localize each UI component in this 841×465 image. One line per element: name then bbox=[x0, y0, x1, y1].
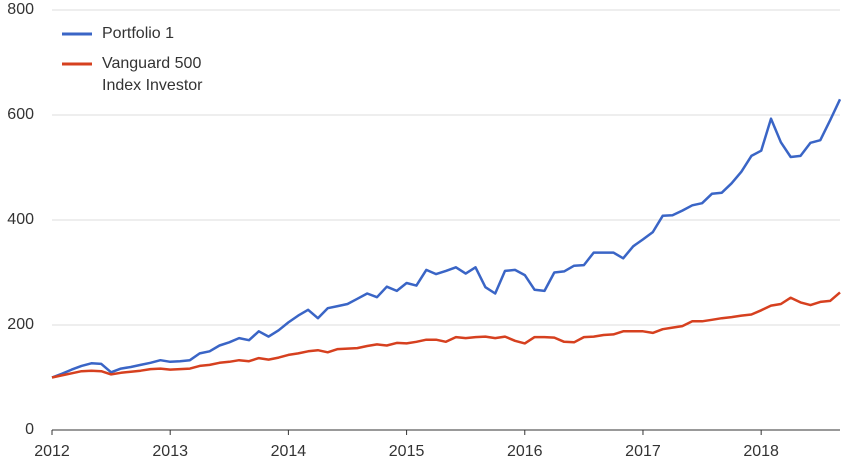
x-tick-label: 2012 bbox=[34, 443, 70, 460]
series-line bbox=[51, 291, 841, 379]
x-tick-label: 2016 bbox=[507, 443, 543, 460]
legend-label: Portfolio 1 bbox=[102, 25, 174, 42]
y-tick-label: 400 bbox=[7, 211, 34, 228]
x-tick-label: 2015 bbox=[389, 443, 425, 460]
y-tick-label: 200 bbox=[7, 316, 34, 333]
y-tick-label: 600 bbox=[7, 106, 34, 123]
y-tick-label: 800 bbox=[7, 1, 34, 18]
x-tick-label: 2014 bbox=[271, 443, 307, 460]
legend-label: Vanguard 500 Index Investor bbox=[102, 55, 203, 94]
x-tick-label: 2018 bbox=[743, 443, 779, 460]
x-tick-label: 2017 bbox=[625, 443, 661, 460]
x-tick-label: 2013 bbox=[152, 443, 188, 460]
y-tick-label: 0 bbox=[25, 421, 34, 438]
series-line bbox=[51, 98, 841, 379]
